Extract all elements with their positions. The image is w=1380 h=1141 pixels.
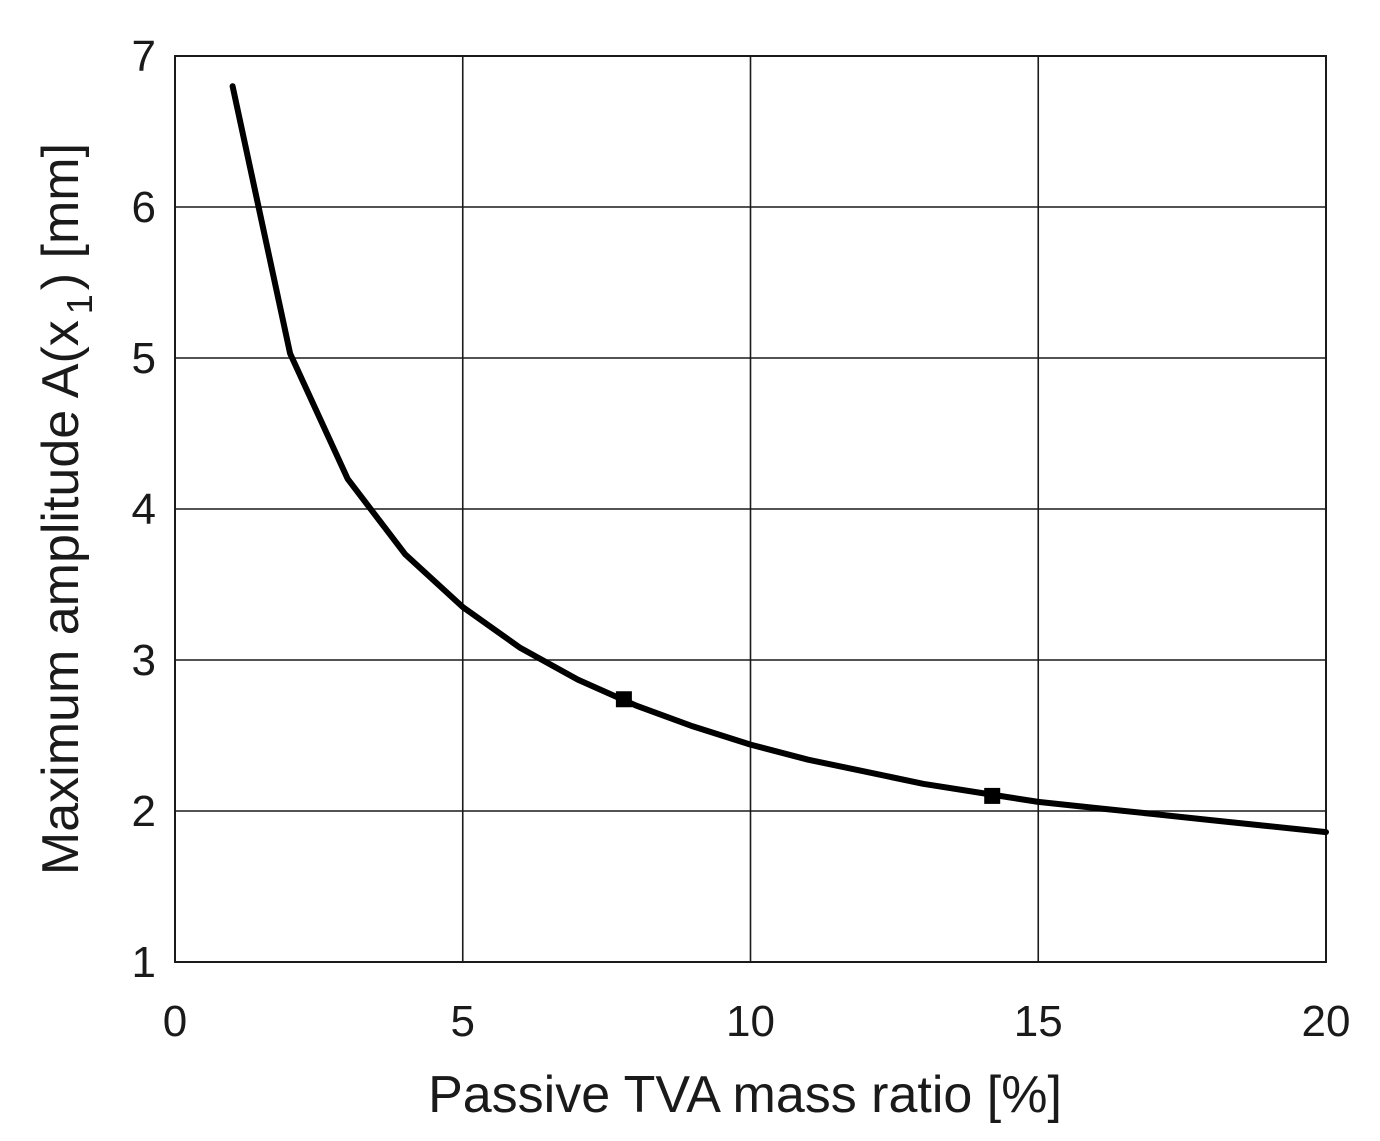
y-tick-label: 3 bbox=[132, 636, 156, 685]
y-tick-label: 7 bbox=[132, 32, 156, 81]
x-tick-label: 0 bbox=[163, 997, 187, 1046]
y-tick-label: 1 bbox=[132, 938, 156, 987]
plot-frame bbox=[174, 55, 1327, 963]
x-tick-label: 10 bbox=[726, 997, 775, 1046]
data-marker-1 bbox=[615, 691, 632, 708]
x-tick-label: 5 bbox=[451, 997, 475, 1046]
y-axis-title: Maximum amplitude A(x 1 ) [mm] bbox=[32, 143, 100, 875]
gridlines bbox=[175, 56, 1326, 962]
y-tick-label: 6 bbox=[132, 183, 156, 232]
y-tick-labels: 1 2 3 4 5 6 7 bbox=[132, 32, 156, 987]
series-line-maximum-amplitude bbox=[229, 83, 1329, 836]
y-tick-label: 2 bbox=[132, 787, 156, 836]
x-tick-labels: 0 5 10 15 20 bbox=[163, 997, 1351, 1046]
y-tick-label: 5 bbox=[132, 334, 156, 383]
data-marker-2 bbox=[984, 787, 1001, 804]
y-axis-title-suffix: ) [mm] bbox=[32, 143, 90, 290]
x-tick-label: 15 bbox=[1014, 997, 1063, 1046]
x-axis-title: Passive TVA mass ratio [%] bbox=[428, 1066, 1062, 1124]
data-markers bbox=[615, 691, 1001, 804]
y-tick-label: 4 bbox=[132, 485, 156, 534]
y-axis-title-subscript: 1 bbox=[59, 294, 100, 314]
x-tick-label: 20 bbox=[1302, 997, 1351, 1046]
y-axis-title-main: Maximum amplitude A(x bbox=[32, 320, 90, 875]
